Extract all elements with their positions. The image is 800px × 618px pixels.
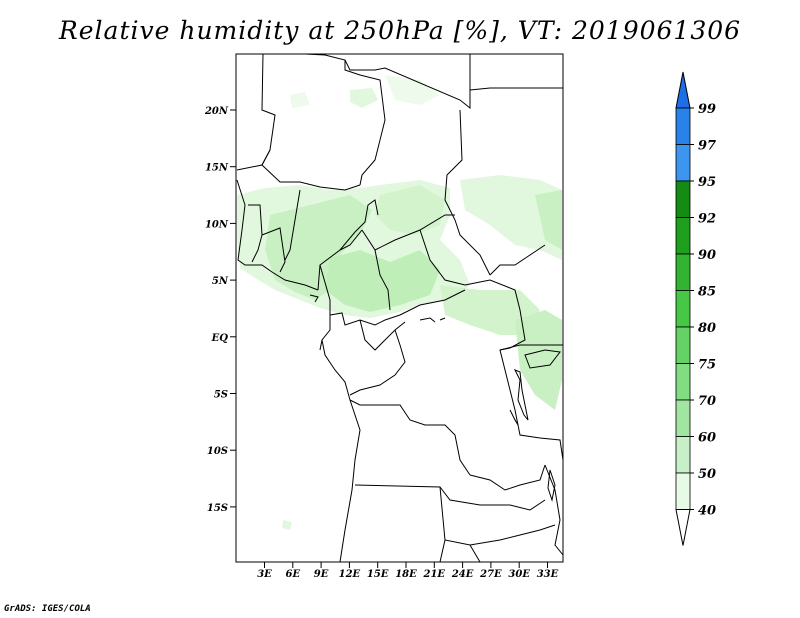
humidity-patch-sahara-2 [290, 92, 310, 108]
colorbar-segment [675, 144, 691, 182]
lat-tick-label: 15N [205, 163, 229, 174]
colorbar-segment [675, 472, 691, 510]
humidity-shading [237, 75, 562, 530]
colorbar-label: 40 [698, 504, 716, 519]
colorbar-segment [675, 290, 691, 328]
lon-tick-label: 12E [339, 569, 361, 580]
country-borders [236, 53, 564, 563]
grads-credit: GrADS: IGES/COLA [4, 604, 91, 614]
colorbar-label: 50 [698, 467, 716, 482]
colorbar-bottom-arrow [675, 509, 691, 546]
humidity-patch-congo-north [440, 285, 540, 335]
lat-tick-label: 5N [212, 276, 229, 287]
colorbar-segment [675, 399, 691, 437]
humidity-patch-chad [375, 185, 445, 235]
lon-tick-label: 3E [257, 569, 272, 580]
lat-tick-label: 5S [214, 390, 228, 401]
colorbar-label: 80 [698, 321, 716, 336]
latitude-axis: 20N 15N 10N 5N EQ 5S 10S 15S [204, 106, 236, 514]
colorbar-segment [675, 436, 691, 474]
colorbar-segment [675, 253, 691, 291]
lon-tick-label: 24E [451, 569, 474, 580]
colorbar: 99 97 95 92 90 85 80 75 70 60 50 40 [675, 71, 716, 546]
chart-title: Relative humidity at 250hPa [%], VT: 201… [58, 16, 742, 45]
longitude-axis: 3E 6E 9E 12E 15E 18E 21E 24E 27E 30E 33E [257, 562, 559, 580]
humidity-patch-sahara-1 [350, 88, 378, 108]
lat-tick-label: 10N [205, 219, 229, 230]
colorbar-segment [675, 217, 691, 255]
map-frame [235, 53, 564, 563]
colorbar-label: 85 [698, 285, 716, 300]
lon-tick-label: 6E [286, 569, 301, 580]
lon-tick-label: 21E [423, 569, 446, 580]
humidity-patch-cameroon [325, 250, 440, 312]
colorbar-top-arrow [675, 71, 691, 109]
lon-tick-label: 30E [508, 569, 530, 580]
lon-tick-label: 27E [479, 569, 502, 580]
colorbar-label: 70 [698, 394, 716, 409]
humidity-patch-lakes [515, 310, 562, 410]
lat-tick-label: 15S [207, 503, 228, 514]
lon-tick-label: 33E [537, 569, 559, 580]
colorbar-segment [675, 326, 691, 364]
colorbar-label: 97 [698, 139, 716, 154]
lat-tick-label: 20N [204, 106, 229, 117]
colorbar-label: 99 [698, 102, 716, 117]
lon-tick-label: 15E [367, 569, 389, 580]
colorbar-label: 92 [698, 212, 716, 227]
humidity-patch-ethiopia [535, 190, 562, 250]
lon-tick-label: 18E [395, 569, 417, 580]
colorbar-label: 75 [698, 358, 716, 373]
humidity-patch-sahara-3 [385, 75, 440, 105]
colorbar-segment [675, 107, 691, 145]
colorbar-segment [675, 180, 691, 218]
colorbar-label: 95 [698, 175, 716, 190]
lon-tick-label: 9E [314, 569, 329, 580]
colorbar-segment [675, 363, 691, 401]
colorbar-label: 90 [698, 248, 716, 263]
lat-tick-label: EQ [211, 333, 229, 344]
humidity-patch-nigeria [265, 195, 372, 300]
humidity-patch-angola [282, 520, 292, 530]
lat-tick-label: 10S [207, 446, 228, 457]
colorbar-label: 60 [698, 431, 716, 446]
